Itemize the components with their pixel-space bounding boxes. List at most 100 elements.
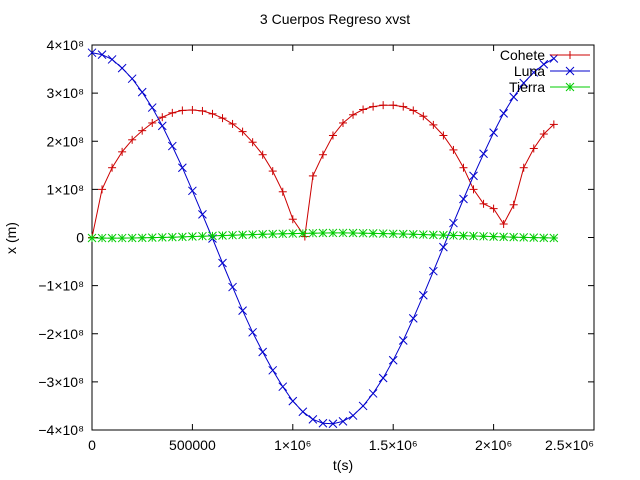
data-point-tierra [157, 233, 167, 242]
data-point-tierra [549, 233, 559, 243]
data-point-cohete [519, 163, 528, 172]
data-point-luna [107, 55, 117, 64]
data-point-tierra [248, 230, 257, 239]
data-point-luna [318, 418, 328, 428]
data-point-cohete [138, 126, 147, 135]
data-point-tierra [479, 231, 488, 241]
data-point-cohete [158, 113, 167, 122]
data-point-luna [418, 290, 428, 300]
data-point-luna [248, 327, 257, 337]
series-layer [87, 48, 559, 429]
y-tick-label: −3×10⁸ [38, 374, 84, 390]
data-point-tierra [328, 228, 338, 238]
data-point-tierra [178, 232, 187, 242]
data-point-tierra [499, 232, 508, 242]
data-point-luna [127, 74, 137, 84]
data-point-tierra [388, 229, 398, 239]
data-point-luna [358, 401, 368, 411]
data-point-tierra [298, 229, 308, 238]
data-point-luna [459, 194, 468, 204]
data-point-tierra [418, 230, 428, 239]
data-point-luna [198, 210, 207, 219]
data-point-luna [238, 306, 247, 316]
x-tick-label: 2×10⁶ [475, 437, 512, 453]
data-point-cohete [318, 150, 327, 159]
data-point-cohete [238, 127, 247, 136]
data-point-cohete [128, 135, 137, 144]
data-point-cohete [288, 215, 297, 224]
data-point-luna [469, 171, 478, 181]
data-point-tierra [338, 228, 348, 238]
data-point-tierra [208, 231, 217, 241]
data-point-tierra [529, 233, 539, 242]
data-point-cohete [399, 102, 408, 111]
x-tick-label: 500000 [169, 437, 216, 453]
data-point-tierra [268, 229, 278, 239]
data-point-tierra [449, 231, 458, 240]
data-point-cohete [499, 220, 508, 229]
data-point-cohete [429, 120, 438, 129]
data-point-tierra [378, 229, 388, 238]
y-tick-label: −2×10⁸ [38, 326, 84, 342]
data-point-tierra [87, 233, 97, 243]
data-point-luna [157, 121, 167, 131]
data-point-cohete [268, 167, 277, 176]
data-point-cohete [148, 118, 157, 127]
y-axis: 4×10⁸ 3×10⁸ 2×10⁸ 1×10⁸ 0 −1×10⁸ −2×10⁸ −3×10⁸ −… [38, 37, 594, 438]
data-point-cohete [218, 114, 227, 123]
legend-marker-cohete [566, 51, 574, 59]
data-point-tierra [258, 229, 268, 239]
data-point-luna [539, 59, 549, 69]
data-point-cohete [248, 138, 257, 147]
y-tick-label: −4×10⁸ [38, 422, 84, 438]
y-tick-label: 2×10⁸ [47, 133, 85, 149]
data-point-luna [268, 365, 278, 375]
data-point-cohete [369, 102, 378, 111]
data-point-cohete [349, 110, 358, 119]
data-point-luna [278, 382, 288, 392]
data-point-cohete [459, 163, 468, 172]
data-point-luna [308, 415, 318, 424]
data-point-cohete [188, 105, 197, 114]
data-point-cohete [168, 108, 177, 117]
data-point-luna [338, 416, 348, 426]
data-point-tierra [288, 229, 298, 238]
data-point-tierra [368, 229, 378, 238]
data-point-luna [188, 186, 197, 196]
legend-label-cohete: Cohete [500, 47, 545, 63]
data-point-cohete [539, 130, 548, 139]
data-point-luna [489, 128, 498, 137]
data-point-cohete [300, 232, 309, 241]
data-point-tierra [238, 230, 247, 240]
data-point-tierra [127, 233, 137, 243]
data-point-tierra [539, 233, 549, 243]
data-point-cohete [489, 204, 498, 213]
data-point-cohete [228, 119, 237, 128]
y-tick-label: 4×10⁸ [47, 37, 85, 53]
data-point-luna [137, 87, 147, 97]
data-point-luna [479, 149, 488, 159]
y-tick-label: −1×10⁸ [38, 278, 84, 294]
data-point-tierra [519, 233, 529, 242]
data-point-luna [388, 355, 398, 365]
data-point-cohete [389, 101, 398, 110]
x-tick-label: 0 [88, 437, 96, 453]
legend-label-tierra: Tierra [509, 79, 545, 95]
data-point-tierra [439, 230, 448, 240]
y-tick-label: 0 [76, 230, 84, 246]
data-point-tierra [117, 233, 127, 243]
data-point-luna [408, 313, 418, 323]
data-point-tierra [398, 229, 408, 239]
data-point-tierra [137, 233, 147, 243]
data-point-cohete [98, 185, 107, 194]
data-point-tierra [429, 230, 438, 240]
data-point-tierra [218, 231, 227, 240]
data-point-tierra [97, 233, 107, 243]
data-point-luna [439, 242, 448, 252]
data-point-tierra [318, 228, 328, 238]
data-point-luna [228, 282, 237, 292]
data-point-luna [398, 336, 408, 345]
data-point-luna [298, 407, 308, 417]
data-point-cohete [118, 147, 127, 156]
